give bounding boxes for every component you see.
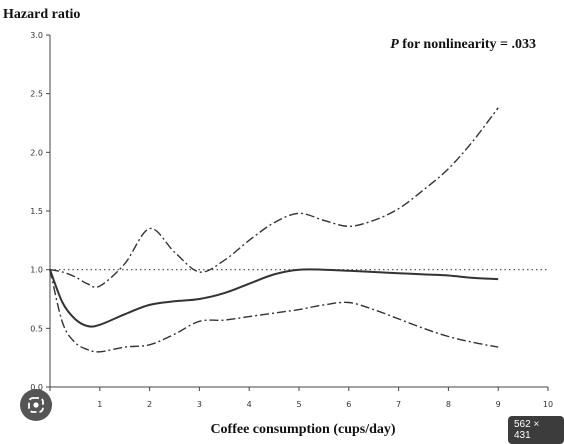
lower-ci-line <box>49 269 499 353</box>
plot-area <box>49 107 548 353</box>
x-tick-label: 3 <box>197 400 202 409</box>
nonlinearity-annotation: P for nonlinearity = .033 <box>390 37 536 52</box>
upper-ci-line <box>49 107 499 289</box>
x-tick-label: 8 <box>446 400 451 409</box>
x-tick-label: 10 <box>543 400 553 409</box>
lens-icon <box>28 397 44 413</box>
x-tick-label: 4 <box>247 400 252 409</box>
x-tick-label: 9 <box>496 400 501 409</box>
estimate-line <box>49 268 499 328</box>
y-tick-label: 2.0 <box>30 148 43 157</box>
y-axis-title: Hazard ratio <box>3 7 80 22</box>
image-size-badge: 562 × 431 <box>508 416 564 444</box>
image-search-button[interactable] <box>20 389 52 421</box>
y-tick-label: 0.5 <box>30 324 43 333</box>
x-tick-label: 7 <box>396 400 401 409</box>
x-tick-label: 5 <box>296 400 301 409</box>
x-tick-label: 1 <box>97 400 102 409</box>
y-tick-label: 2.5 <box>30 90 43 99</box>
x-tick-label: 6 <box>346 400 351 409</box>
x-tick-label: 2 <box>147 400 152 409</box>
y-tick-label: 1.5 <box>30 207 43 216</box>
y-tick-label: 0.0 <box>30 383 43 392</box>
axes: 0123456789100.00.51.01.52.02.53.0 <box>30 31 553 409</box>
y-tick-label: 1.0 <box>30 266 43 275</box>
y-tick-label: 3.0 <box>30 31 43 40</box>
x-axis-title: Coffee consumption (cups/day) <box>210 422 395 437</box>
